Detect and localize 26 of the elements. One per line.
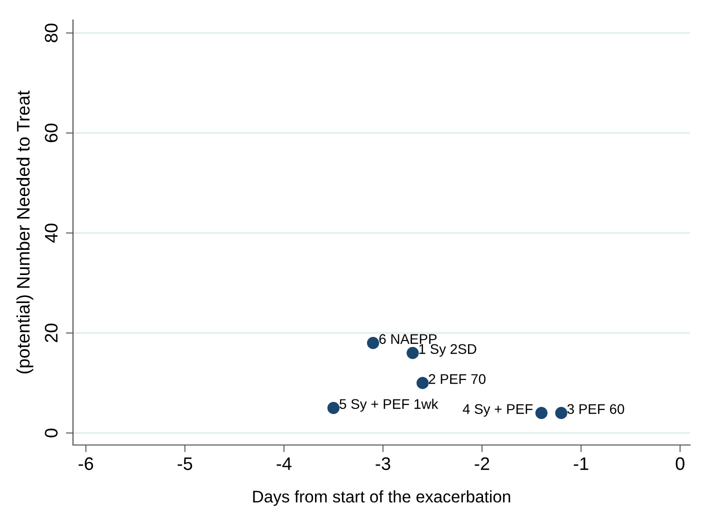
x-tick-label: -4 bbox=[276, 457, 292, 470]
annotation: 5 Sy + PEF 1wk bbox=[340, 398, 438, 412]
y-axis-title: (potential) Number Needed to Treat bbox=[16, 90, 34, 374]
x-axis-title: Days from start of the exacerbation bbox=[253, 490, 510, 506]
annotation: 2 PEF 70 bbox=[428, 374, 486, 384]
x-tick-label: -6 bbox=[78, 457, 94, 470]
annotation: 6 NAEPP bbox=[379, 334, 437, 344]
point bbox=[367, 336, 380, 350]
point bbox=[406, 346, 419, 360]
annotation: 3 PEF 60 bbox=[567, 404, 624, 414]
y-tick-label: 40 bbox=[44, 224, 58, 243]
point bbox=[535, 406, 548, 420]
point bbox=[327, 402, 340, 414]
y-tick-label: 0 bbox=[44, 428, 58, 438]
y-tick-label: 60 bbox=[44, 124, 58, 142]
annotation: 4 Sy + PEF bbox=[462, 404, 533, 417]
x-tick-label: -2 bbox=[474, 457, 490, 470]
x-tick-label: -1 bbox=[574, 457, 588, 470]
point bbox=[416, 376, 429, 390]
y-tick-label: 20 bbox=[44, 324, 58, 342]
point bbox=[555, 406, 568, 420]
x-tick-label: 0 bbox=[676, 457, 684, 470]
x-tick-label: -5 bbox=[178, 457, 192, 470]
y-tick-label: 80 bbox=[44, 24, 58, 42]
annotation: 1 Sy 2SD bbox=[419, 344, 476, 357]
x-tick-label: -3 bbox=[376, 457, 390, 470]
